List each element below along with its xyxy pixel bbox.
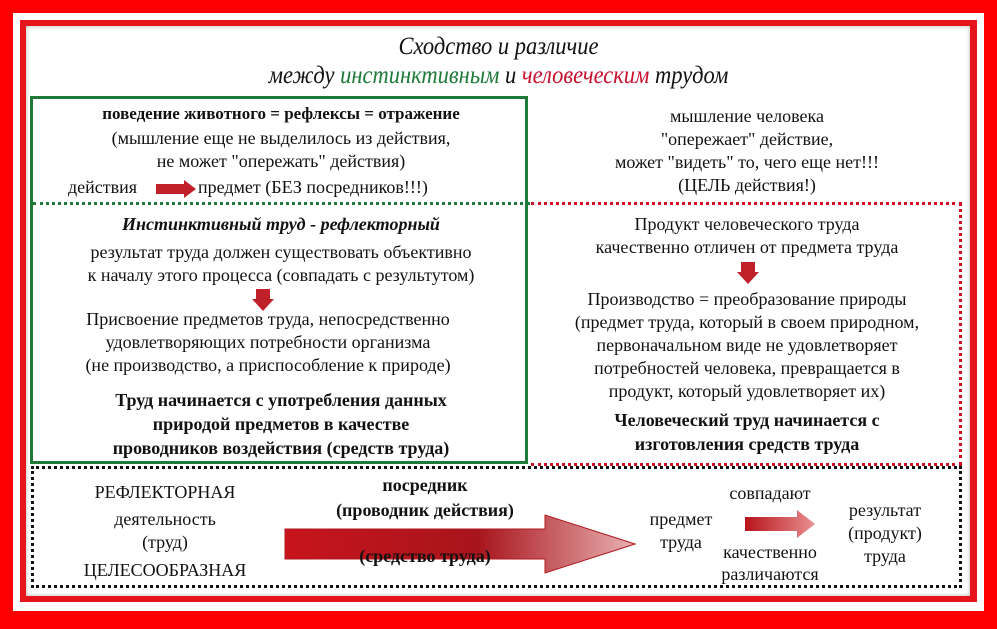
title-line1: Сходство и различие [398, 33, 599, 60]
object-label-1: предмет [649, 509, 713, 529]
text-line: результат труда должен существовать объе… [90, 242, 472, 262]
means-label: (средство труда) [359, 546, 491, 566]
purposeful-label: ЦЕЛЕСООБРАЗНАЯ [83, 560, 247, 580]
text-line: Присвоение предметов труда, непосредстве… [86, 309, 450, 329]
differ-label-1: качественно [723, 542, 817, 562]
coincide-label: совпадают [729, 483, 811, 503]
instinctive-box [30, 96, 528, 464]
labor-label: (труд) [142, 532, 188, 552]
text-line: Производство = преобразование природы [587, 289, 907, 309]
bold-line: проводников воздействия (средств труда) [112, 438, 450, 458]
title-text: между [268, 62, 335, 89]
down-arrow-icon [737, 262, 759, 284]
animal-behavior-heading: поведение животного = рефлексы = отражен… [102, 104, 460, 123]
text-line: мышление человека [670, 106, 824, 126]
bold-line: изготовления средств труда [634, 434, 860, 454]
reflex-label: РЕФЛЕКТОРНАЯ [94, 482, 236, 502]
result-label-3: труда [864, 546, 906, 566]
bold-line: Человеческий труд начинается с [614, 410, 880, 430]
differ-label-2: различаются [721, 564, 819, 584]
text-line: (не производство, а приспособление к при… [85, 355, 451, 375]
slide-canvas [26, 26, 970, 596]
title-text: трудом [655, 62, 729, 89]
bottom-box [31, 466, 962, 588]
title-line2: между инстинктивным и человеческим трудо… [50, 62, 947, 90]
bold-line: природой предметов в качестве [152, 414, 410, 434]
text-line: Продукт человеческого труда [634, 214, 860, 234]
result-arrow-icon [745, 510, 815, 538]
result-label-1: результат [848, 500, 922, 520]
human-box [531, 202, 962, 466]
text-line: первоначальном виде не удовлетворяет [596, 335, 898, 355]
animal-note-2: не может "опережать" действия) [156, 151, 406, 171]
activity-label: деятельность [114, 509, 216, 529]
text-line: (предмет труда, который в своем природно… [574, 312, 920, 332]
text-line: может "видеть" то, чего еще нет!!! [615, 152, 879, 172]
title-green-word: инстинктивным [340, 62, 500, 89]
animal-note-1: (мышление еще не выделилось из действия, [111, 128, 451, 148]
text-line: потребностей человека, превращается в [594, 358, 900, 378]
big-arrow-icon [284, 514, 637, 574]
text-line: к началу этого процесса (совпадать с рез… [87, 265, 475, 285]
text-line: "опережает" действие, [660, 129, 834, 149]
instinctive-heading: Инстинктивный труд - рефлекторный [122, 214, 440, 234]
text-line: удовлетворяющих потребности организма [105, 332, 431, 352]
conductor-label: (проводник действия) [336, 500, 514, 520]
flow-to: предмет (БЕЗ посредников!!!) [198, 177, 428, 197]
result-label-2: (продукт) [848, 523, 922, 543]
text-line: продукт, который удовлетворяет их) [608, 381, 886, 401]
mediator-label: посредник [382, 475, 468, 495]
title-red-word: человеческим [521, 62, 650, 89]
bold-line: Труд начинается с употребления данных [115, 390, 447, 410]
title-text: и [505, 62, 517, 89]
down-arrow-icon [252, 289, 274, 311]
green-dotted-divider [33, 202, 530, 205]
text-line: качественно отличен от предмета труда [595, 237, 899, 257]
object-label-2: труда [660, 532, 702, 552]
text-line: (ЦЕЛЬ действия!) [678, 175, 816, 195]
small-arrow-icon [156, 180, 196, 198]
flow-from: действия [68, 177, 138, 197]
